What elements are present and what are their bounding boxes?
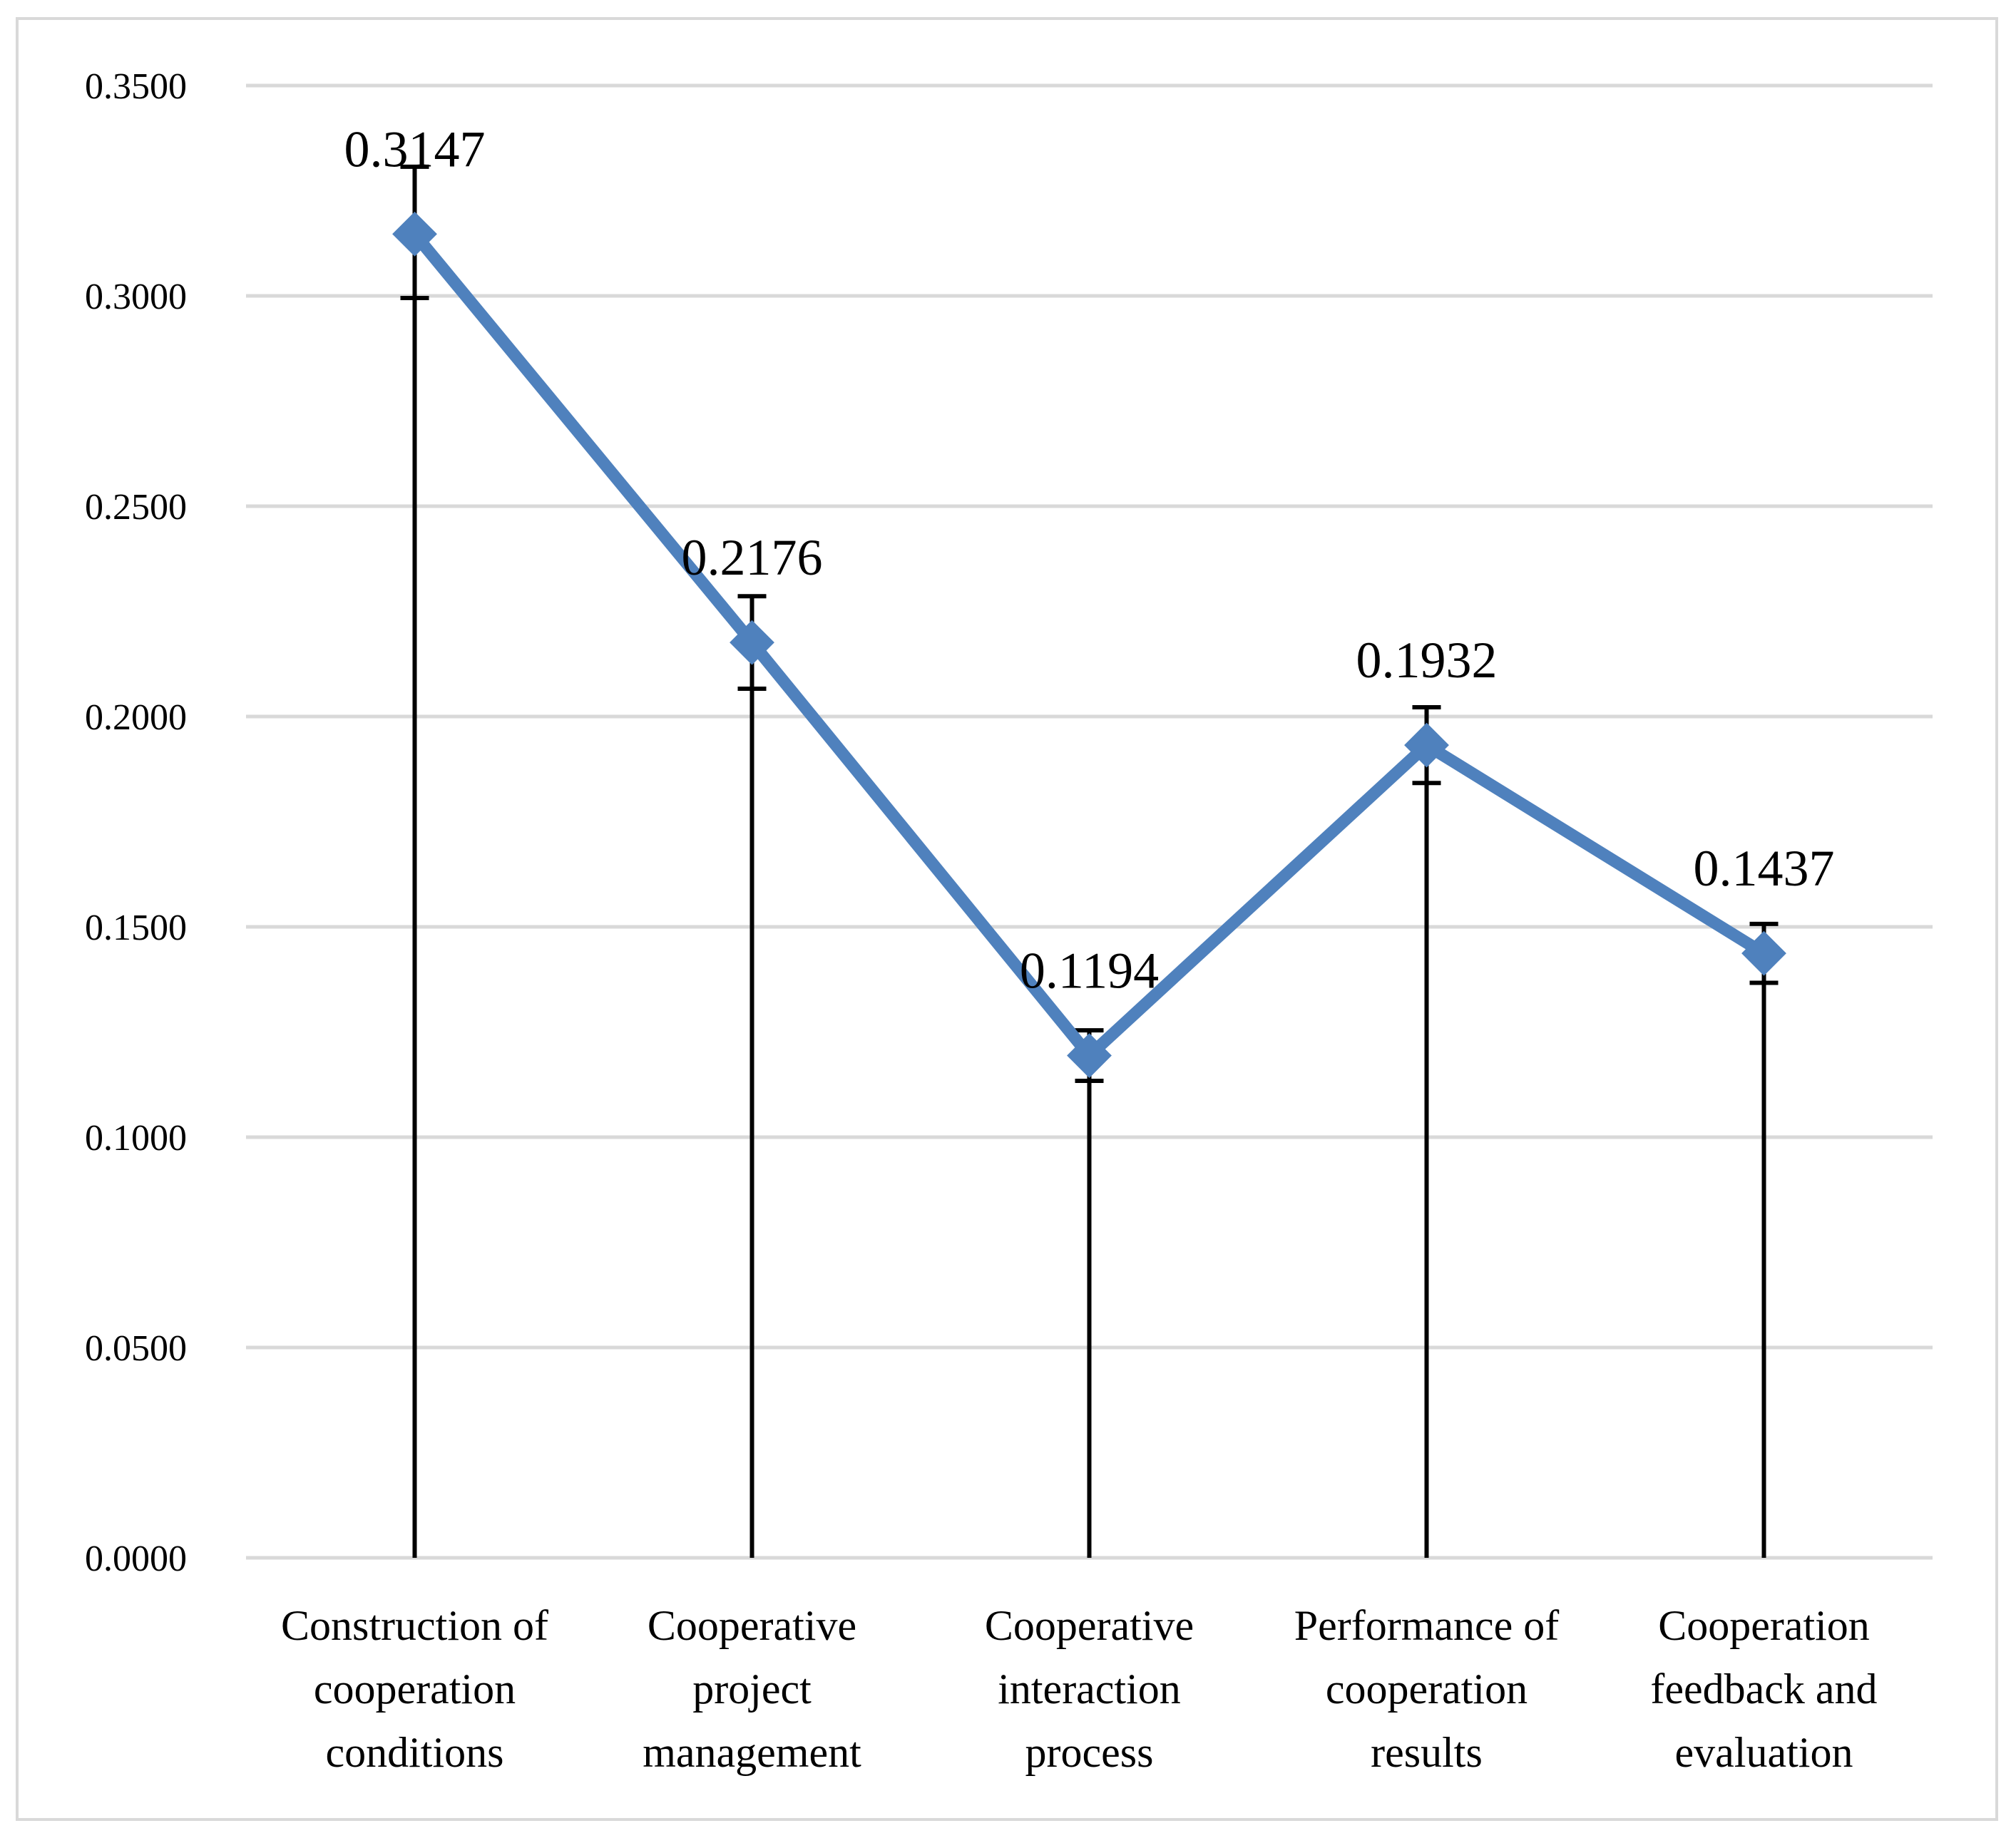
x-category-label-line: process: [1025, 1729, 1154, 1776]
data-label: 0.1437: [1694, 840, 1835, 897]
data-point-marker: [1067, 1033, 1112, 1078]
x-category-label: Construction of cooperation conditions: [281, 1602, 548, 1776]
x-category-label-line: project: [692, 1665, 812, 1713]
x-category-label-line: Cooperation: [1658, 1602, 1870, 1649]
x-category-label: Cooperative interaction process: [985, 1602, 1194, 1776]
x-axis-category-labels: Construction of cooperation conditions Coop…: [281, 1602, 1878, 1776]
x-category-label-line: cooperation: [314, 1665, 516, 1713]
data-point-marker: [392, 211, 437, 257]
data-label: 0.1194: [1020, 943, 1159, 1000]
data-point-marker: [1741, 930, 1786, 976]
x-category-label: Cooperation feedback and evaluation: [1650, 1602, 1877, 1776]
y-tick-label: 0.1000: [85, 1118, 187, 1159]
y-tick-label: 0.2500: [85, 487, 187, 528]
data-label: 0.3147: [344, 120, 486, 178]
data-point-marker: [730, 620, 774, 665]
y-tick-label: 0.0500: [85, 1328, 187, 1369]
y-tick-label: 0.0000: [85, 1539, 187, 1579]
x-category-label-line: results: [1371, 1729, 1483, 1776]
chart-frame: [16, 17, 1998, 1821]
data-point-marker: [1404, 722, 1449, 768]
y-tick-label: 0.1500: [85, 908, 187, 948]
gridlines: [246, 83, 1933, 1560]
y-tick-label: 0.3500: [85, 66, 187, 107]
x-category-label: Performance of cooperation results: [1294, 1602, 1560, 1776]
y-tick-label: 0.3000: [85, 277, 187, 317]
series-line-group: [409, 227, 1770, 1062]
series-line: [409, 227, 1770, 1062]
data-label: 0.2176: [682, 529, 823, 586]
error-bars: [400, 164, 1779, 1558]
data-markers: [392, 211, 1786, 1078]
data-labels: 0.3147 0.2176 0.1194 0.1932 0.1437: [344, 120, 1835, 999]
y-axis-tick-labels: 0.0000 0.0500 0.1000 0.1500 0.2000 0.2500 0.30…: [85, 66, 187, 1579]
data-label: 0.1932: [1356, 632, 1498, 689]
x-category-label-line: conditions: [326, 1729, 504, 1776]
x-category-label-line: feedback and: [1650, 1665, 1877, 1713]
x-category-label-line: interaction: [998, 1665, 1181, 1713]
x-category-label-line: Construction of: [281, 1602, 548, 1649]
y-tick-label: 0.2000: [85, 697, 187, 738]
x-category-label-line: Cooperative: [985, 1602, 1194, 1649]
x-category-label: Cooperative project management: [643, 1602, 861, 1776]
x-category-label-line: evaluation: [1675, 1729, 1853, 1776]
x-category-label-line: management: [643, 1729, 861, 1776]
x-category-label-line: cooperation: [1326, 1665, 1528, 1713]
x-category-label-line: Cooperative: [648, 1602, 856, 1649]
x-category-label-line: Performance of: [1294, 1602, 1560, 1649]
